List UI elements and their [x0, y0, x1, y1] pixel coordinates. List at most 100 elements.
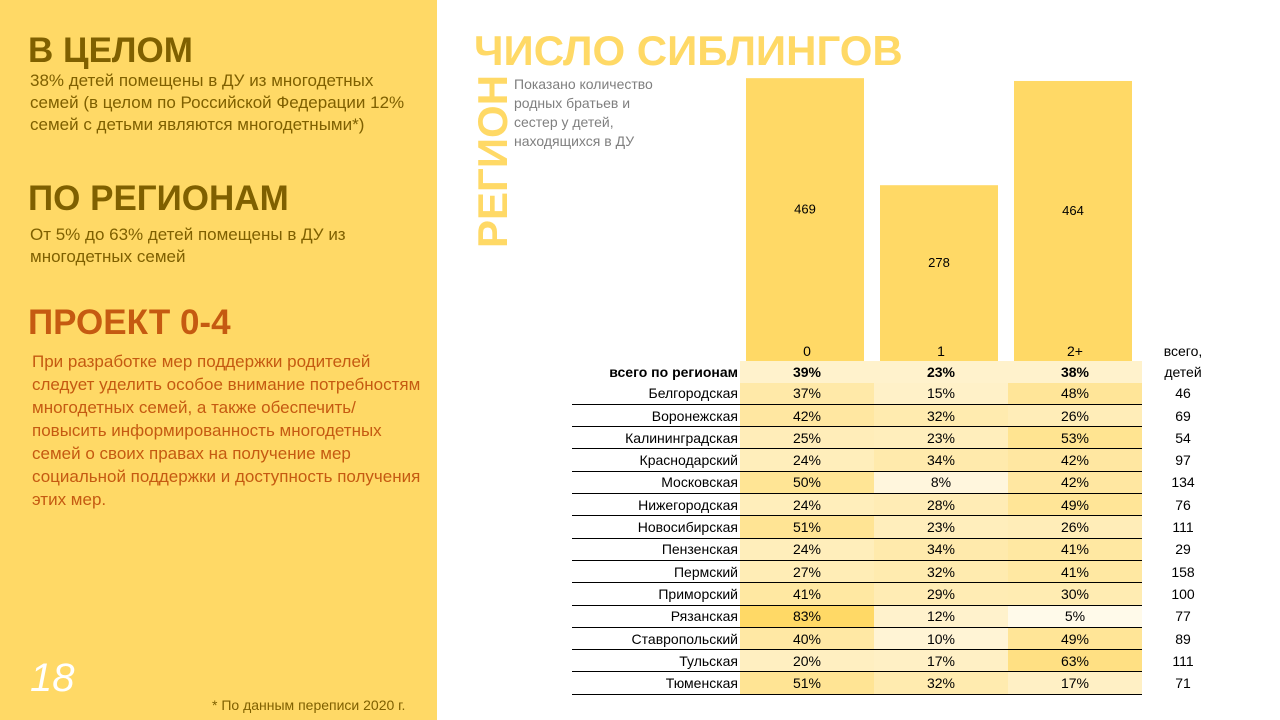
- percent-cell: 63%: [1008, 649, 1142, 673]
- table-row: Ставропольский 40% 10% 49% 89: [572, 627, 1224, 651]
- bar-value-label: 278: [928, 255, 950, 270]
- total-header: всего,: [1163, 342, 1203, 359]
- percent-cell: 17%: [1008, 671, 1142, 695]
- percent-cell: 42%: [1008, 448, 1142, 472]
- total-children: 158: [1171, 563, 1195, 580]
- percent-cell: 10%: [874, 627, 1008, 651]
- region-name: Пермский: [572, 560, 740, 584]
- percent-cell: 12%: [874, 605, 1008, 628]
- overall-label: всего по регионам: [609, 363, 738, 380]
- region-name: Калининградская: [572, 426, 740, 450]
- table-row: Краснодарский 24% 34% 42% 97: [572, 448, 1224, 472]
- percent-cell: 51%: [740, 515, 874, 539]
- region-name: Тюменская: [572, 671, 740, 695]
- overall-title: В ЦЕЛОМ: [28, 31, 193, 70]
- region-name: Нижегородская: [572, 493, 740, 517]
- column-header: 2+: [1067, 342, 1083, 359]
- percent-cell: 15%: [874, 382, 1008, 405]
- total-children: 97: [1175, 452, 1191, 469]
- percent-cell: 27%: [740, 560, 874, 584]
- region-name: Рязанская: [572, 605, 740, 628]
- table-row: Тюменская 51% 32% 17% 71: [572, 671, 1224, 695]
- table-row: Рязанская 83% 12% 5% 77: [572, 605, 1224, 628]
- percent-cell: 42%: [740, 404, 874, 428]
- project-title: ПРОЕКТ 0-4: [28, 303, 231, 342]
- percent-cell: 32%: [874, 404, 1008, 428]
- percent-cell: 50%: [740, 471, 874, 495]
- percent-cell: 42%: [1008, 471, 1142, 495]
- left-panel: В ЦЕЛОМ 38% детей помещены в ДУ из много…: [0, 0, 437, 720]
- footnote: * По данным переписи 2020 г.: [212, 697, 406, 713]
- region-name: Тульская: [572, 649, 740, 673]
- percent-cell: 28%: [874, 493, 1008, 517]
- percent-cell: 5%: [1008, 605, 1142, 628]
- region-name: Белгородская: [572, 382, 740, 405]
- table-row: Белгородская 37% 15% 48% 46: [572, 382, 1224, 405]
- percent-cell: 23%: [874, 426, 1008, 450]
- chart-note: Показано количество родных братьев и сес…: [514, 76, 653, 149]
- bar-value-label: 469: [794, 202, 816, 217]
- regions-title: ПО РЕГИОНАМ: [28, 179, 289, 218]
- percent-cell: 24%: [740, 538, 874, 561]
- region-name: Московская: [572, 471, 740, 495]
- overall-value: 38%: [1008, 361, 1142, 383]
- region-label: РЕГИОН: [469, 74, 516, 248]
- percent-cell: 37%: [740, 382, 874, 405]
- region-name: Пензенская: [572, 538, 740, 561]
- percent-cell: 32%: [874, 560, 1008, 584]
- percent-cell: 40%: [740, 627, 874, 651]
- percent-cell: 26%: [1008, 515, 1142, 539]
- table-row: Калининградская 25% 23% 53% 54: [572, 426, 1224, 450]
- region-name: Новосибирская: [572, 515, 740, 539]
- column-header: 1: [937, 342, 945, 359]
- percent-cell: 32%: [874, 671, 1008, 695]
- total-children: 46: [1175, 385, 1191, 402]
- total-children: 29: [1175, 541, 1191, 558]
- percent-cell: 51%: [740, 671, 874, 695]
- project-text: При разработке мер поддержки родителей с…: [32, 352, 421, 509]
- percent-cell: 83%: [740, 605, 874, 628]
- percent-cell: 25%: [740, 426, 874, 450]
- table-row: Приморский 41% 29% 30% 100: [572, 582, 1224, 606]
- total-children: 111: [1172, 519, 1194, 536]
- total-header-2: детей: [1164, 363, 1202, 380]
- bar-value-label: 464: [1062, 203, 1084, 218]
- region-name: Воронежская: [572, 404, 740, 428]
- percent-cell: 41%: [1008, 560, 1142, 584]
- region-name: Приморский: [572, 582, 740, 606]
- region-name: Краснодарский: [572, 448, 740, 472]
- percent-cell: 26%: [1008, 404, 1142, 428]
- table-row: Нижегородская 24% 28% 49% 76: [572, 493, 1224, 517]
- percent-cell: 49%: [1008, 493, 1142, 517]
- percent-cell: 24%: [740, 448, 874, 472]
- total-children: 76: [1175, 496, 1191, 513]
- total-children: 111: [1172, 652, 1194, 669]
- percent-cell: 49%: [1008, 627, 1142, 651]
- percent-cell: 48%: [1008, 382, 1142, 405]
- table-row: Пермский 27% 32% 41% 158: [572, 560, 1224, 584]
- percent-cell: 41%: [740, 582, 874, 606]
- table-row: Воронежская 42% 32% 26% 69: [572, 404, 1224, 428]
- table-row: Тульская 20% 17% 63% 111: [572, 649, 1224, 673]
- overall-value: 39%: [740, 361, 874, 383]
- bar-0: [746, 78, 864, 362]
- percent-cell: 24%: [740, 493, 874, 517]
- bar-1: [880, 185, 998, 362]
- percent-cell: 29%: [874, 582, 1008, 606]
- percent-cell: 17%: [874, 649, 1008, 673]
- chart-title: ЧИСЛО СИБЛИНГОВ: [474, 27, 903, 74]
- region-name: Ставропольский: [572, 627, 740, 651]
- total-children: 69: [1175, 407, 1191, 424]
- table-header-row: 0 1 2+ всего,: [572, 340, 1224, 361]
- percent-cell: 34%: [874, 448, 1008, 472]
- table-row: Московская 50% 8% 42% 134: [572, 471, 1224, 495]
- percent-cell: 23%: [874, 515, 1008, 539]
- total-children: 54: [1175, 429, 1191, 446]
- regions-text: От 5% до 63% детей помещены в ДУ из мног…: [30, 225, 346, 266]
- overall-value: 23%: [874, 361, 1008, 383]
- percent-cell: 8%: [874, 471, 1008, 495]
- overall-text: 38% детей помещены в ДУ из многодетных с…: [30, 71, 405, 134]
- percent-cell: 30%: [1008, 582, 1142, 606]
- bar-2+: [1014, 80, 1132, 362]
- table-row: Пензенская 24% 34% 41% 29: [572, 538, 1224, 561]
